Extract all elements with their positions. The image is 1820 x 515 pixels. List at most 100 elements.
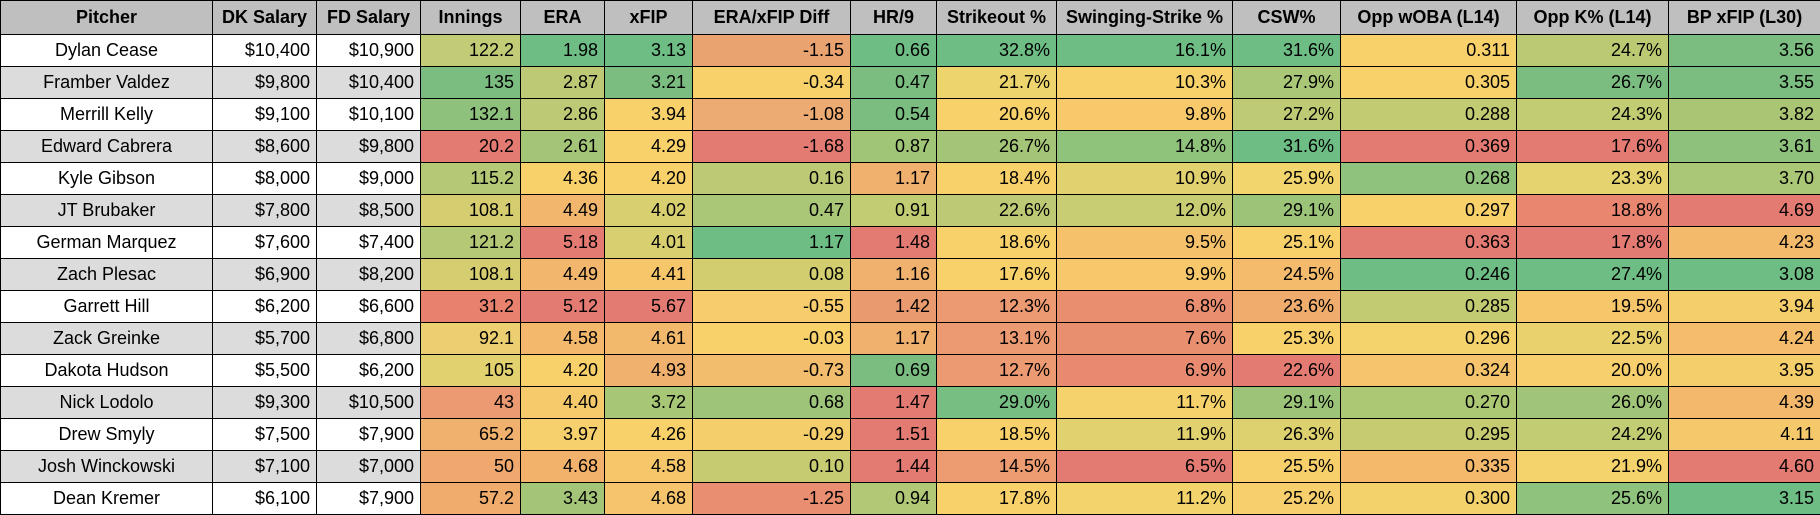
data-cell[interactable]: 17.8%	[937, 483, 1057, 515]
data-cell[interactable]: 4.29	[605, 131, 693, 163]
data-cell[interactable]: $7,400	[317, 227, 421, 259]
data-cell[interactable]: $9,000	[317, 163, 421, 195]
data-cell[interactable]: $5,700	[213, 323, 317, 355]
data-cell[interactable]: 0.324	[1341, 355, 1517, 387]
data-cell[interactable]: $10,400	[213, 35, 317, 67]
pitcher-name-cell[interactable]: Garrett Hill	[1, 291, 213, 323]
column-header[interactable]: BP xFIP (L30)	[1669, 1, 1820, 35]
data-cell[interactable]: 57.2	[421, 483, 521, 515]
data-cell[interactable]: 0.295	[1341, 419, 1517, 451]
column-header[interactable]: Opp K% (L14)	[1517, 1, 1669, 35]
data-cell[interactable]: 0.08	[693, 259, 851, 291]
pitcher-name-cell[interactable]: Dean Kremer	[1, 483, 213, 515]
data-cell[interactable]: 1.17	[693, 227, 851, 259]
data-cell[interactable]: $6,800	[317, 323, 421, 355]
data-cell[interactable]: $9,100	[213, 99, 317, 131]
column-header[interactable]: xFIP	[605, 1, 693, 35]
data-cell[interactable]: 3.97	[521, 419, 605, 451]
data-cell[interactable]: 0.246	[1341, 259, 1517, 291]
data-cell[interactable]: 24.2%	[1517, 419, 1669, 451]
data-cell[interactable]: 17.8%	[1517, 227, 1669, 259]
data-cell[interactable]: 14.8%	[1057, 131, 1233, 163]
data-cell[interactable]: 27.4%	[1517, 259, 1669, 291]
data-cell[interactable]: 4.49	[521, 259, 605, 291]
data-cell[interactable]: $6,200	[317, 355, 421, 387]
data-cell[interactable]: 12.3%	[937, 291, 1057, 323]
column-header[interactable]: Strikeout %	[937, 1, 1057, 35]
data-cell[interactable]: 0.47	[851, 67, 937, 99]
data-cell[interactable]: $7,000	[317, 451, 421, 483]
data-cell[interactable]: 6.8%	[1057, 291, 1233, 323]
data-cell[interactable]: 1.44	[851, 451, 937, 483]
data-cell[interactable]: 3.82	[1669, 99, 1820, 131]
data-cell[interactable]: 1.17	[851, 323, 937, 355]
data-cell[interactable]: $7,900	[317, 419, 421, 451]
data-cell[interactable]: 21.7%	[937, 67, 1057, 99]
pitcher-name-cell[interactable]: Dylan Cease	[1, 35, 213, 67]
data-cell[interactable]: -1.68	[693, 131, 851, 163]
data-cell[interactable]: 18.8%	[1517, 195, 1669, 227]
data-cell[interactable]: 11.7%	[1057, 387, 1233, 419]
data-cell[interactable]: 9.5%	[1057, 227, 1233, 259]
data-cell[interactable]: 4.20	[605, 163, 693, 195]
data-cell[interactable]: 21.9%	[1517, 451, 1669, 483]
column-header[interactable]: Opp wOBA (L14)	[1341, 1, 1517, 35]
data-cell[interactable]: 12.7%	[937, 355, 1057, 387]
data-cell[interactable]: $5,500	[213, 355, 317, 387]
data-cell[interactable]: $8,200	[317, 259, 421, 291]
data-cell[interactable]: 19.5%	[1517, 291, 1669, 323]
data-cell[interactable]: 4.93	[605, 355, 693, 387]
data-cell[interactable]: 25.6%	[1517, 483, 1669, 515]
data-cell[interactable]: $7,100	[213, 451, 317, 483]
data-cell[interactable]: $6,600	[317, 291, 421, 323]
data-cell[interactable]: 0.300	[1341, 483, 1517, 515]
data-cell[interactable]: 3.55	[1669, 67, 1820, 99]
data-cell[interactable]: 25.3%	[1233, 323, 1341, 355]
data-cell[interactable]: -1.15	[693, 35, 851, 67]
data-cell[interactable]: 0.305	[1341, 67, 1517, 99]
data-cell[interactable]: 4.58	[521, 323, 605, 355]
data-cell[interactable]: 43	[421, 387, 521, 419]
data-cell[interactable]: 122.2	[421, 35, 521, 67]
pitcher-name-cell[interactable]: Merrill Kelly	[1, 99, 213, 131]
data-cell[interactable]: 31.6%	[1233, 35, 1341, 67]
pitcher-name-cell[interactable]: Zach Plesac	[1, 259, 213, 291]
data-cell[interactable]: 25.2%	[1233, 483, 1341, 515]
data-cell[interactable]: 0.47	[693, 195, 851, 227]
data-cell[interactable]: $7,900	[317, 483, 421, 515]
data-cell[interactable]: 11.9%	[1057, 419, 1233, 451]
data-cell[interactable]: $9,800	[317, 131, 421, 163]
pitcher-name-cell[interactable]: Josh Winckowski	[1, 451, 213, 483]
pitcher-name-cell[interactable]: Dakota Hudson	[1, 355, 213, 387]
data-cell[interactable]: -1.08	[693, 99, 851, 131]
data-cell[interactable]: 3.56	[1669, 35, 1820, 67]
data-cell[interactable]: 3.21	[605, 67, 693, 99]
data-cell[interactable]: -0.34	[693, 67, 851, 99]
data-cell[interactable]: 0.10	[693, 451, 851, 483]
data-cell[interactable]: 0.285	[1341, 291, 1517, 323]
data-cell[interactable]: 65.2	[421, 419, 521, 451]
data-cell[interactable]: $8,000	[213, 163, 317, 195]
data-cell[interactable]: 24.5%	[1233, 259, 1341, 291]
data-cell[interactable]: 2.86	[521, 99, 605, 131]
data-cell[interactable]: 132.1	[421, 99, 521, 131]
data-cell[interactable]: 10.9%	[1057, 163, 1233, 195]
data-cell[interactable]: 0.363	[1341, 227, 1517, 259]
data-cell[interactable]: 108.1	[421, 259, 521, 291]
column-header[interactable]: HR/9	[851, 1, 937, 35]
data-cell[interactable]: 50	[421, 451, 521, 483]
column-header[interactable]: ERA/xFIP Diff	[693, 1, 851, 35]
data-cell[interactable]: 4.68	[521, 451, 605, 483]
data-cell[interactable]: 3.43	[521, 483, 605, 515]
data-cell[interactable]: 3.95	[1669, 355, 1820, 387]
data-cell[interactable]: $10,100	[317, 99, 421, 131]
data-cell[interactable]: 4.60	[1669, 451, 1820, 483]
data-cell[interactable]: 0.268	[1341, 163, 1517, 195]
data-cell[interactable]: $10,500	[317, 387, 421, 419]
data-cell[interactable]: 0.369	[1341, 131, 1517, 163]
data-cell[interactable]: 0.297	[1341, 195, 1517, 227]
column-header[interactable]: FD Salary	[317, 1, 421, 35]
data-cell[interactable]: $6,900	[213, 259, 317, 291]
data-cell[interactable]: $8,600	[213, 131, 317, 163]
data-cell[interactable]: 27.9%	[1233, 67, 1341, 99]
